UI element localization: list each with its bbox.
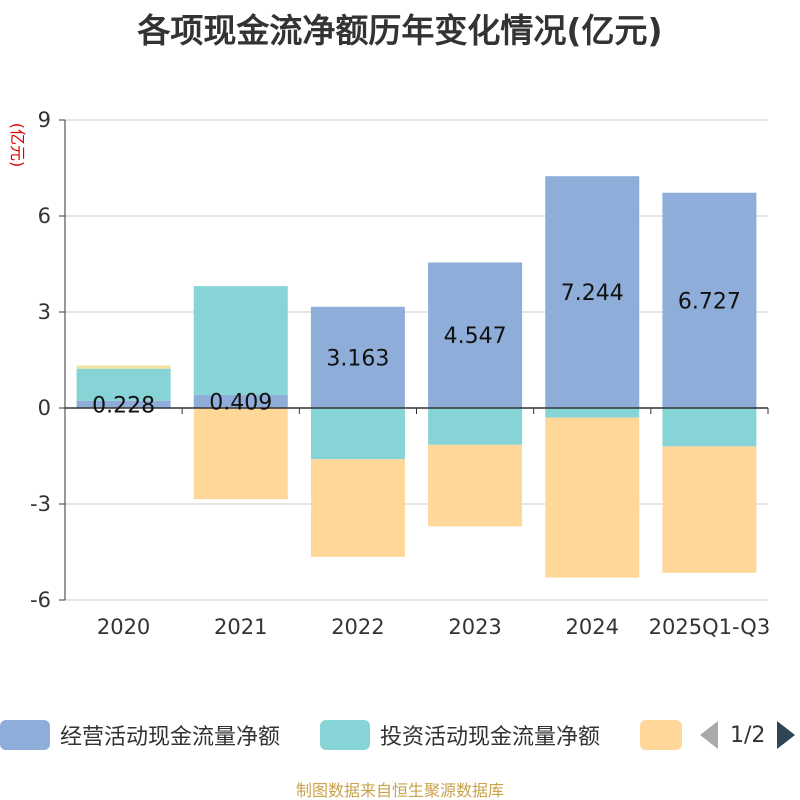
bar-operating	[193, 394, 288, 408]
y-tick-label: 0	[38, 396, 51, 420]
y-tick-label: -3	[30, 492, 51, 516]
grid-layer	[65, 119, 768, 601]
bar-financing	[193, 408, 288, 500]
legend-item-operating[interactable]: 经营活动现金流量净额	[0, 718, 280, 752]
chart-title: 各项现金流净额历年变化情况(亿元)	[137, 11, 663, 50]
x-tick-label: 2022	[331, 615, 384, 639]
bar-investing	[76, 368, 171, 401]
x-tick-label: 2025Q1-Q3	[649, 615, 771, 639]
legend-swatch-investing	[320, 720, 370, 750]
legend-label-investing: 投资活动现金流量净额	[380, 725, 601, 750]
x-tick-label: 2023	[448, 615, 501, 639]
bar-investing	[662, 408, 757, 447]
legend-pager: 1/2	[700, 718, 796, 752]
y-tick-label: 6	[38, 204, 51, 228]
bar-financing	[662, 446, 757, 573]
legend-prev-arrow-icon[interactable]	[700, 721, 718, 749]
legend-swatch-operating	[0, 720, 50, 750]
bar-financing	[545, 417, 640, 578]
data-label: 0.409	[209, 390, 272, 415]
data-label: 0.228	[92, 393, 155, 418]
data-label: 6.727	[678, 289, 741, 314]
x-tick-label: 2021	[214, 615, 267, 639]
bar-financing	[76, 365, 171, 369]
axis-layer: 9 6 3 0 -3 -6 (亿元) 2020 2021 2022 2023 2024 2025Q1-Q…	[8, 108, 770, 639]
x-tick-label: 2020	[97, 615, 150, 639]
y-tick-label: -6	[30, 588, 51, 612]
source-note: 制图数据来自恒生聚源数据库	[295, 781, 504, 800]
bar-operating	[310, 306, 405, 408]
bar-investing	[310, 408, 405, 460]
label-layer: 0.228 0.409 3.163 4.547 7.244 6.727	[92, 281, 741, 418]
bar-operating	[428, 262, 523, 408]
data-label: 3.163	[326, 346, 389, 371]
data-label: 4.547	[444, 324, 507, 349]
bar-operating	[662, 192, 757, 408]
bar-operating	[545, 176, 640, 408]
data-label: 7.244	[561, 281, 624, 306]
bar-financing	[428, 444, 523, 527]
legend-swatch-financing	[640, 720, 682, 750]
y-tick-label: 9	[38, 108, 51, 132]
bar-operating	[76, 400, 171, 408]
y-tick-label: 3	[38, 300, 51, 324]
legend-page-indicator: 1/2	[730, 722, 766, 748]
bar-investing	[545, 408, 640, 418]
legend-item-financing[interactable]	[640, 718, 692, 752]
legend-next-arrow-icon[interactable]	[777, 721, 796, 749]
bar-investing	[193, 286, 288, 395]
bar-layer	[76, 176, 757, 578]
legend-item-investing[interactable]: 投资活动现金流量净额	[320, 718, 600, 752]
y-axis-unit-label: (亿元)	[8, 123, 27, 168]
legend-label-operating: 经营活动现金流量净额	[60, 725, 281, 750]
chart-plot: 9 6 3 0 -3 -6 (亿元) 2020 2021 2022 2023 2024 2025Q1-Q…	[8, 108, 770, 639]
x-tick-label: 2024	[566, 615, 619, 639]
bar-financing	[310, 459, 405, 557]
bar-investing	[428, 408, 523, 445]
